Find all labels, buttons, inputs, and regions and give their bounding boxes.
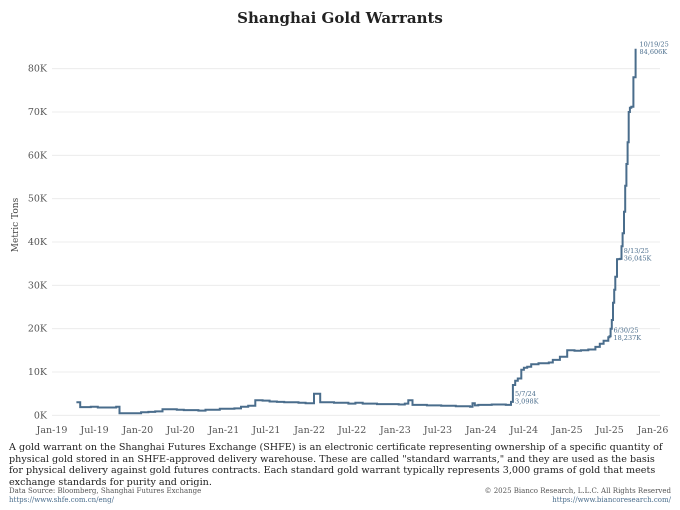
x-tick-label: Jan-20 (121, 425, 153, 436)
x-tick-label: Jan-23 (379, 425, 411, 436)
x-tick-labels: Jan-19 Jul-19 Jan-20 Jul-20 Jan-21 Jul-21 Jan-… (36, 425, 669, 436)
x-tick-label: Jan-19 (36, 425, 68, 436)
annotation-date: 8/13/25 (624, 247, 649, 255)
x-tick-label: Jan-26 (637, 425, 669, 436)
footer-source: Data Source: Bloomberg, Shanghai Futures… (9, 487, 201, 505)
annotation-date: 6/30/25 (613, 326, 638, 334)
x-tick-label: Jul-24 (509, 425, 538, 436)
y-tick-label: 20K (28, 324, 48, 335)
x-tick-label: Jul-20 (165, 425, 194, 436)
gridlines (52, 68, 660, 416)
x-tick-label: Jan-22 (293, 425, 325, 436)
data-source-text: Data Source: Bloomberg, Shanghai Futures… (9, 487, 202, 495)
annotation-value: 3,098K (515, 397, 539, 405)
x-tick-label: Jul-23 (423, 425, 452, 436)
annotation-date: 10/19/25 (640, 41, 669, 49)
y-tick-label: 40K (28, 237, 48, 248)
annotation-value: 84,606K (640, 48, 668, 56)
copyright-text: © 2025 Bianco Research, L.L.C. All Right… (484, 487, 672, 495)
y-tick-label: 70K (28, 107, 48, 118)
y-tick-label: 80K (28, 64, 48, 75)
annotation-value: 18,237K (613, 334, 641, 342)
y-tick-label: 10K (28, 367, 48, 378)
y-tick-label: 30K (28, 280, 48, 291)
y-tick-label: 50K (28, 194, 48, 205)
series-line (76, 48, 637, 415)
series-lines (76, 48, 637, 415)
y-tick-label: 60K (28, 150, 48, 161)
annotation-value: 36,045K (624, 255, 652, 263)
x-tick-label: Jul-25 (595, 425, 624, 436)
y-tick-labels: 0K 10K 20K 30K 40K 50K 60K 70K 80K (28, 64, 48, 422)
annotation-date: 5/7/24 (515, 390, 536, 398)
y-axis-label: Metric Tons (11, 197, 21, 252)
footer-copyright: © 2025 Bianco Research, L.L.C. All Right… (485, 487, 672, 505)
x-tick-label: Jan-25 (551, 425, 583, 436)
description-text: A gold warrant on the Shanghai Futures E… (9, 442, 663, 488)
x-tick-label: Jul-21 (251, 425, 280, 436)
x-tick-label: Jan-24 (465, 425, 497, 436)
y-tick-label: 0K (34, 410, 48, 421)
copyright-link[interactable]: https://www.biancoresearch.com/ (552, 496, 671, 504)
data-source-link[interactable]: https://www.shfe.com.cn/eng/ (9, 496, 114, 504)
x-tick-label: Jul-22 (337, 425, 366, 436)
chart-title: Shanghai Gold Warrants (237, 9, 443, 27)
x-tick-label: Jan-21 (207, 425, 239, 436)
x-tick-label: Jul-19 (79, 425, 108, 436)
